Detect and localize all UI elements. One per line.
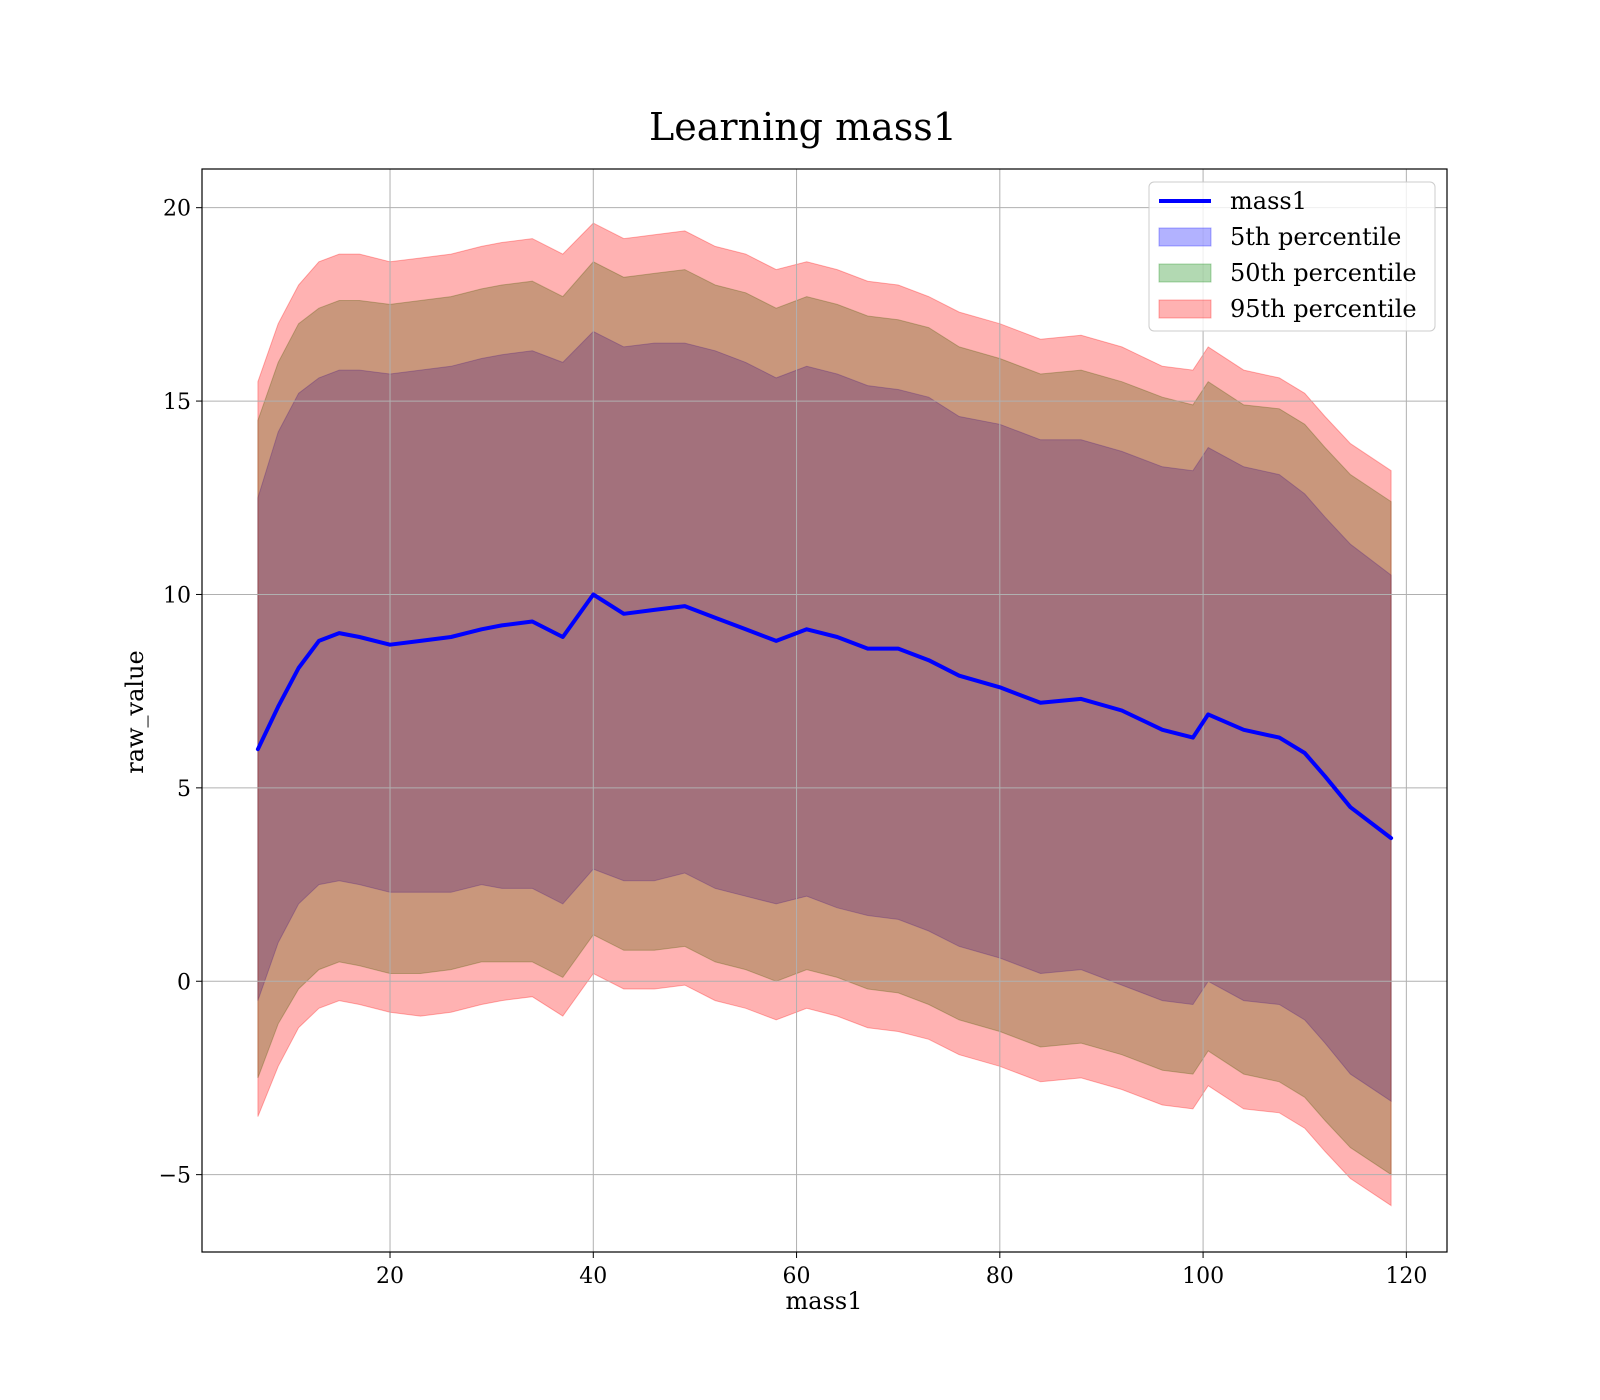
y-tick-label: 5	[177, 777, 191, 802]
plot-frame	[201, 168, 1448, 1253]
y-tick-label: 15	[163, 390, 191, 415]
x-axis: 20 40 60 80 100 120	[376, 1252, 1427, 1289]
legend: mass1 5th percentile 50th percentile 95t…	[1148, 181, 1436, 332]
y-tick-label: 0	[177, 970, 191, 995]
chart-title: Learning mass1	[649, 105, 957, 149]
legend-label-95th: 95th percentile	[1230, 295, 1417, 323]
legend-swatch-5th	[1158, 227, 1212, 247]
x-tick-label: 20	[376, 1264, 404, 1289]
y-tick-label: −5	[159, 1164, 191, 1189]
y-tick-label: 10	[163, 583, 191, 608]
legend-swatch-95th	[1158, 299, 1212, 319]
x-axis-label: mass1	[786, 1287, 863, 1315]
band-95th-percentile	[257, 222, 1392, 1207]
legend-swatch-50th	[1158, 263, 1212, 283]
x-tick-label: 80	[986, 1264, 1014, 1289]
x-tick-label: 60	[783, 1264, 811, 1289]
series-lines	[255, 592, 1394, 841]
y-tick-label: 20	[163, 197, 191, 222]
series-line-mass1	[255, 592, 1394, 841]
grid-lines	[202, 169, 1447, 1252]
y-axis-label: raw_value	[121, 650, 149, 774]
legend-label-50th: 50th percentile	[1230, 259, 1417, 287]
x-tick-label: 120	[1385, 1264, 1427, 1289]
legend-label-mass1: mass1	[1230, 187, 1307, 215]
x-tick-label: 100	[1182, 1264, 1224, 1289]
x-tick-label: 40	[579, 1264, 607, 1289]
percentile-bands	[257, 222, 1392, 1207]
legend-box	[1148, 181, 1436, 332]
y-axis: −5 0 5 10 15 20	[159, 197, 202, 1189]
legend-label-5th: 5th percentile	[1230, 223, 1401, 251]
